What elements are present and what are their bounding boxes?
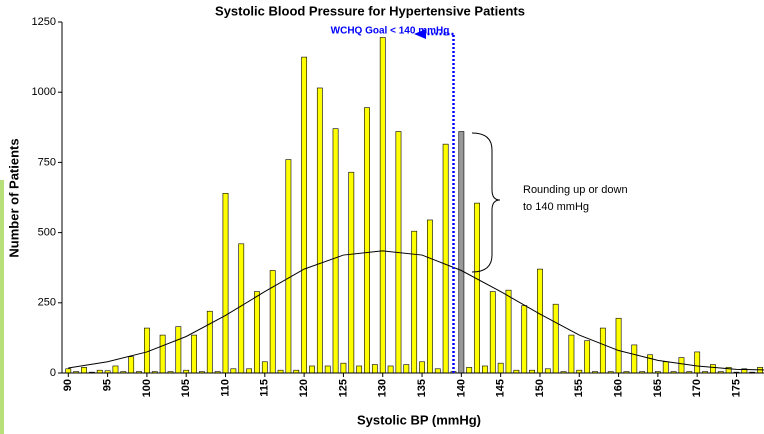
y-tick-label: 250 xyxy=(38,297,56,309)
x-tick-label: 90 xyxy=(62,379,74,391)
x-tick-label: 105 xyxy=(180,379,192,397)
bar xyxy=(285,159,292,374)
bar xyxy=(246,368,252,374)
goal-label: WCHQ Goal < 140 mmHg xyxy=(331,26,450,37)
y-tick-label: 1250 xyxy=(32,16,56,28)
bar xyxy=(301,56,308,374)
bar xyxy=(128,356,135,374)
bar xyxy=(568,334,575,374)
bar xyxy=(411,230,418,374)
bar xyxy=(474,202,480,374)
bar xyxy=(230,368,237,374)
bar xyxy=(379,37,386,374)
bar xyxy=(356,365,363,374)
bar xyxy=(544,368,551,374)
bar xyxy=(694,351,701,374)
bar xyxy=(521,305,528,374)
bar xyxy=(419,361,425,374)
bar xyxy=(537,268,543,374)
bar xyxy=(261,361,268,374)
bar xyxy=(144,327,150,374)
x-tick-label: 130 xyxy=(377,379,389,397)
bar xyxy=(371,364,378,374)
bar xyxy=(206,310,213,374)
bar xyxy=(662,361,669,374)
bar xyxy=(427,219,433,374)
bar xyxy=(222,192,229,374)
x-tick-label: 115 xyxy=(259,379,271,397)
bar xyxy=(112,365,119,374)
y-tick-label: 500 xyxy=(38,227,56,239)
bar xyxy=(482,365,488,374)
bar xyxy=(458,131,465,374)
x-tick-label: 95 xyxy=(102,379,114,391)
x-tick-label: 175 xyxy=(730,379,742,397)
goal-arrowhead xyxy=(414,29,426,39)
bar xyxy=(81,367,87,374)
normal-curve xyxy=(68,250,764,371)
x-tick-label: 150 xyxy=(534,379,546,397)
bar xyxy=(348,171,355,374)
bar xyxy=(316,87,323,374)
x-tick-label: 165 xyxy=(652,379,664,397)
chart-title: Systolic Blood Pressure for Hypertensive… xyxy=(215,3,525,18)
side-strip xyxy=(0,180,4,434)
x-tick-label: 125 xyxy=(337,379,349,397)
bar xyxy=(489,291,496,374)
bar xyxy=(254,291,260,374)
y-tick-label: 0 xyxy=(50,367,56,379)
bar xyxy=(387,365,394,374)
bar xyxy=(364,107,370,374)
x-tick-label: 155 xyxy=(573,379,585,397)
bar xyxy=(584,340,591,374)
x-tick-label: 135 xyxy=(416,379,428,397)
bar xyxy=(442,143,449,374)
bar xyxy=(403,364,410,374)
x-tick-label: 120 xyxy=(298,379,310,397)
bar xyxy=(552,303,559,374)
bar xyxy=(340,362,347,374)
bar xyxy=(631,344,638,374)
brace xyxy=(471,132,501,273)
bar xyxy=(466,367,473,374)
bar xyxy=(238,243,245,374)
bar xyxy=(615,317,622,374)
y-axis-label: Number of Patients xyxy=(6,138,21,257)
bar xyxy=(191,334,197,374)
annotation: to 140 mmHg xyxy=(523,201,589,213)
bar xyxy=(324,365,331,374)
bar xyxy=(159,334,166,374)
y-tick-label: 1000 xyxy=(32,86,56,98)
bar xyxy=(497,362,504,374)
bar xyxy=(678,357,685,374)
bar xyxy=(710,364,716,374)
x-tick-label: 110 xyxy=(219,379,231,397)
x-axis-label: Systolic BP (mmHg) xyxy=(357,412,481,427)
bar xyxy=(175,326,182,374)
x-tick-label: 170 xyxy=(691,379,703,397)
y-tick-label: 750 xyxy=(38,156,56,168)
bar xyxy=(65,368,72,374)
x-tick-label: 100 xyxy=(141,379,153,397)
bar xyxy=(332,128,339,374)
bar xyxy=(309,365,315,374)
bar xyxy=(434,368,441,374)
x-tick-label: 160 xyxy=(612,379,624,397)
x-tick-label: 140 xyxy=(455,379,467,397)
x-tick-label: 145 xyxy=(495,379,507,397)
annotation: Rounding up or down xyxy=(523,184,628,196)
bar xyxy=(599,327,606,374)
bar xyxy=(505,289,512,374)
